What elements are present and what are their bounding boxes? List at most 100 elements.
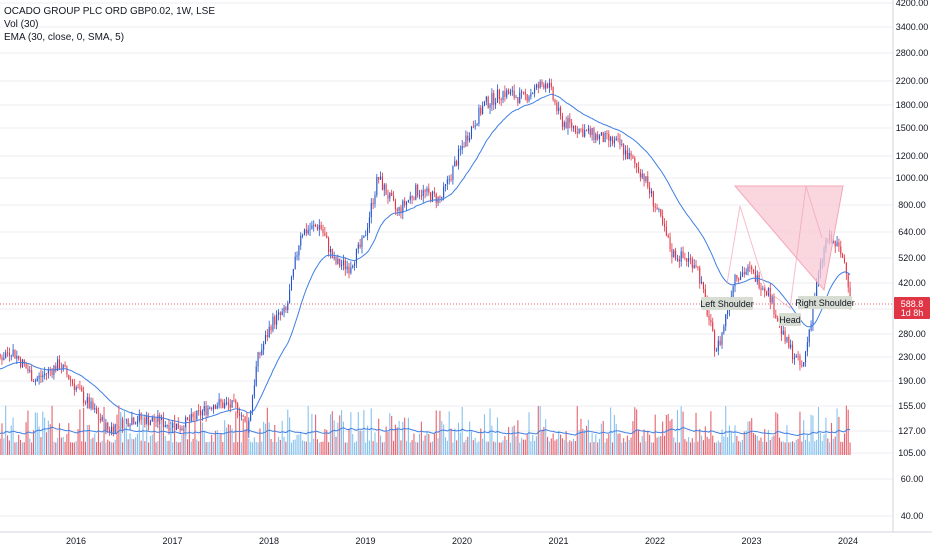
volume-bar [1,423,3,455]
volume-bar [565,430,567,455]
volume-bar [122,442,124,455]
volume-bar [283,436,285,455]
candle-body [482,105,484,115]
volume-bar [660,436,662,455]
volume-bar [144,441,146,455]
volume-bar [808,441,810,455]
volume-bar [342,421,344,455]
candle-body [547,83,549,88]
candle-body [545,83,547,89]
candle-body [222,402,224,408]
candle-body [697,266,699,268]
volume-bar [148,442,150,455]
candle-body [801,365,803,366]
candle-body [667,235,669,238]
candle-body [342,260,344,265]
volume-bar [463,442,465,455]
volume-bar [730,431,732,455]
volume-bar [242,418,244,455]
volume-legend[interactable]: Vol (30) [4,19,39,30]
candle-body [198,410,200,412]
volume-bar [10,425,12,455]
volume-bar [81,441,83,455]
candle-body [537,84,539,88]
volume-bar [218,434,220,455]
candle-body [216,405,218,409]
candle-body [701,282,703,284]
candle-body [773,296,775,315]
price-tick-label: 640.00 [898,227,926,237]
volume-bar [454,428,456,455]
symbol-title[interactable]: OCADO GROUP PLC ORD GBP0.02, 1W, LSE [4,6,215,17]
volume-bar [250,441,252,455]
candle-body [812,307,814,325]
ema-legend[interactable]: EMA (30, close, 0, SMA, 5) [4,32,125,43]
candle-body [3,358,5,361]
candle-body [368,217,370,228]
candle-body [214,405,216,409]
volume-bar [723,436,725,455]
volume-bar [728,425,730,455]
candle-body [834,240,836,247]
volume-bar [483,414,486,455]
candle-body [699,267,701,284]
volume-bar [623,438,625,455]
volume-bar [333,420,335,455]
volume-bar [83,407,85,455]
volume-bar [667,414,669,455]
candle-body [604,133,606,142]
candle-body [263,343,265,350]
volume-bar [227,424,229,455]
last-price-value: 588.8 [901,299,924,309]
volume-bar [142,415,144,455]
volume-bar [14,442,16,455]
volume-bar [367,425,369,455]
candle-body [751,266,753,270]
candle-body [328,238,330,253]
candle-body [240,415,242,417]
candle-body [560,107,562,116]
candle-body [764,288,766,292]
volume-bar [391,415,393,455]
volume-bar [303,441,306,455]
volume-bar [656,437,658,455]
volume-bar [359,430,361,455]
time-tick-label: 2023 [741,536,761,546]
candle-body [676,259,679,260]
volume-bar [70,442,72,455]
volume-bar [684,439,686,455]
volume-bar [806,434,808,455]
volume-bar [84,441,87,455]
volume-bar [183,425,185,455]
candle-body [483,101,486,106]
candle-body [446,179,448,185]
candle-body [125,419,127,421]
volume-bar [628,439,630,455]
volume-bar [220,433,222,455]
volume-bar [528,412,530,455]
candle-body [439,196,441,199]
volume-bar [194,411,196,455]
volume-bar [149,436,151,455]
volume-bar [790,441,792,455]
candle-body [58,359,61,369]
candle-body [602,132,604,142]
volume-bar [495,442,497,455]
candle-body [303,229,306,236]
candle-body [508,90,510,95]
candle-body [632,156,634,159]
candle-body [318,225,320,230]
volume-bar [135,437,137,455]
candle-body [534,87,536,94]
candle-body [550,82,552,88]
candle-body [27,368,29,372]
volume-bar [422,440,424,455]
volume-bar [561,438,563,455]
volume-bar [6,435,9,455]
candle-body [109,429,111,432]
candle-body [797,355,799,357]
candle-body [313,225,315,226]
candle-body [127,419,129,427]
candle-body [90,401,92,409]
